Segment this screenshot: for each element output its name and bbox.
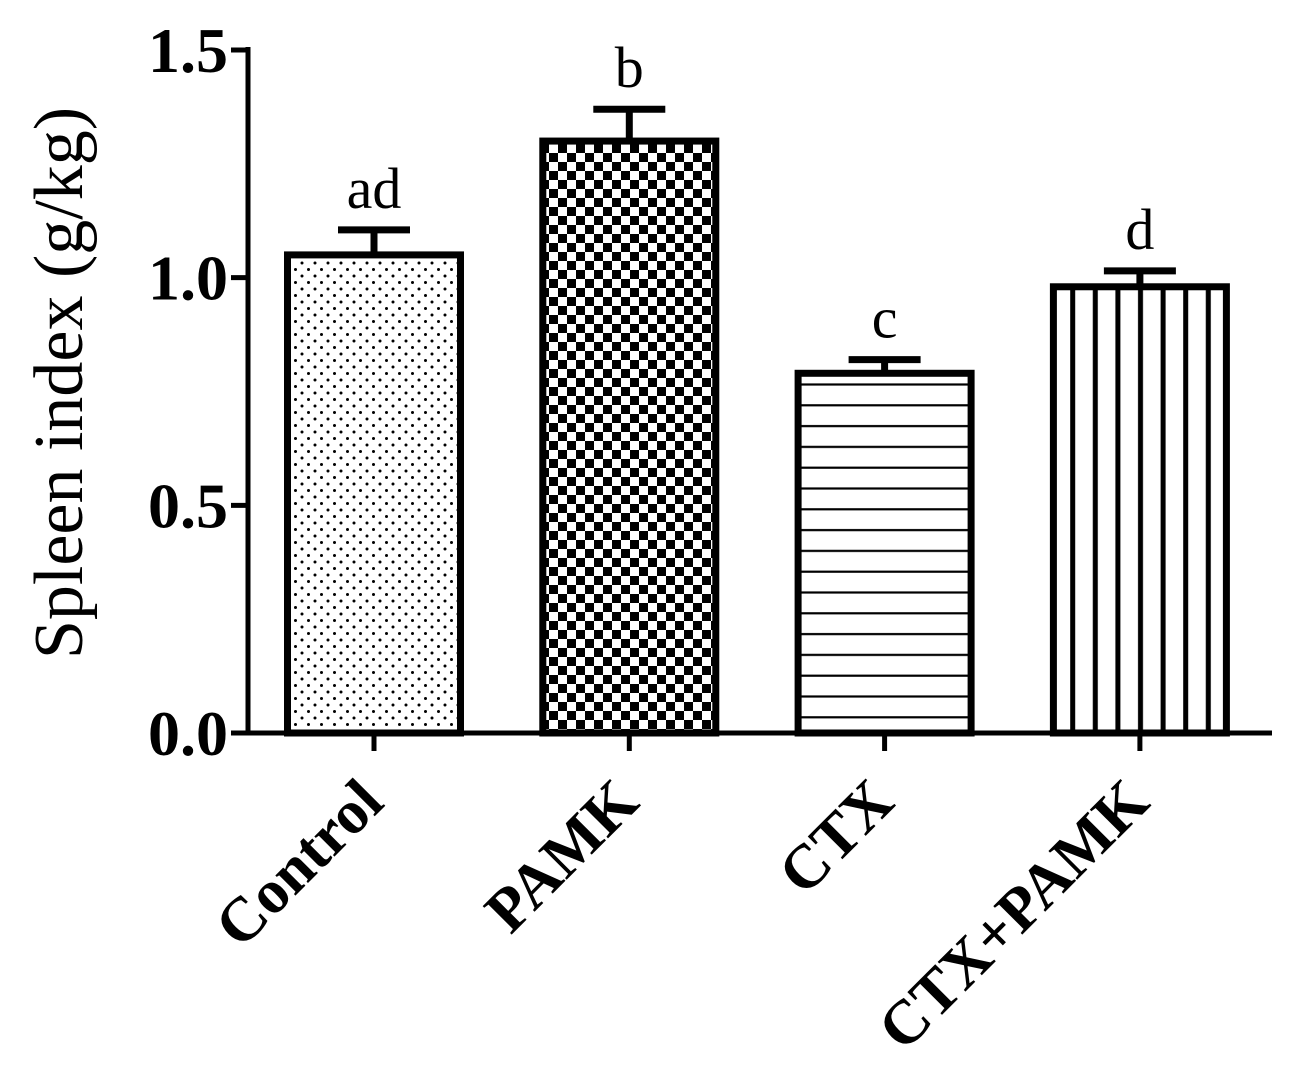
y-tick-label: 0.5 xyxy=(148,470,228,541)
bar-pamk xyxy=(539,137,720,737)
bar-control xyxy=(284,251,464,737)
bar-ctx xyxy=(794,369,975,737)
x-tick-label-pamk: PAMK xyxy=(472,767,651,946)
y-tick-label: 0.0 xyxy=(148,698,228,769)
y-tick-label: 1.0 xyxy=(148,243,228,314)
significance-label-ctx-pamk: d xyxy=(1125,197,1154,262)
y-axis-title: Spleen index (g/kg) xyxy=(21,107,98,659)
bar-ctx-pamk xyxy=(1049,283,1230,737)
chart-marks: ad Control b PAMK c CTX d CTX+PAMK 0.0 0.5 1.0 1.5 S… xyxy=(21,15,1272,1063)
significance-label-control: ad xyxy=(347,156,402,221)
x-tick-label-ctx: CTX xyxy=(766,767,907,908)
significance-label-pamk: b xyxy=(615,35,644,100)
y-tick-label: 1.5 xyxy=(148,15,228,86)
significance-label-ctx: c xyxy=(872,286,898,351)
x-tick-label-control: Control xyxy=(202,767,395,960)
x-tick-label-ctx-pamk: CTX+PAMK xyxy=(865,767,1161,1063)
